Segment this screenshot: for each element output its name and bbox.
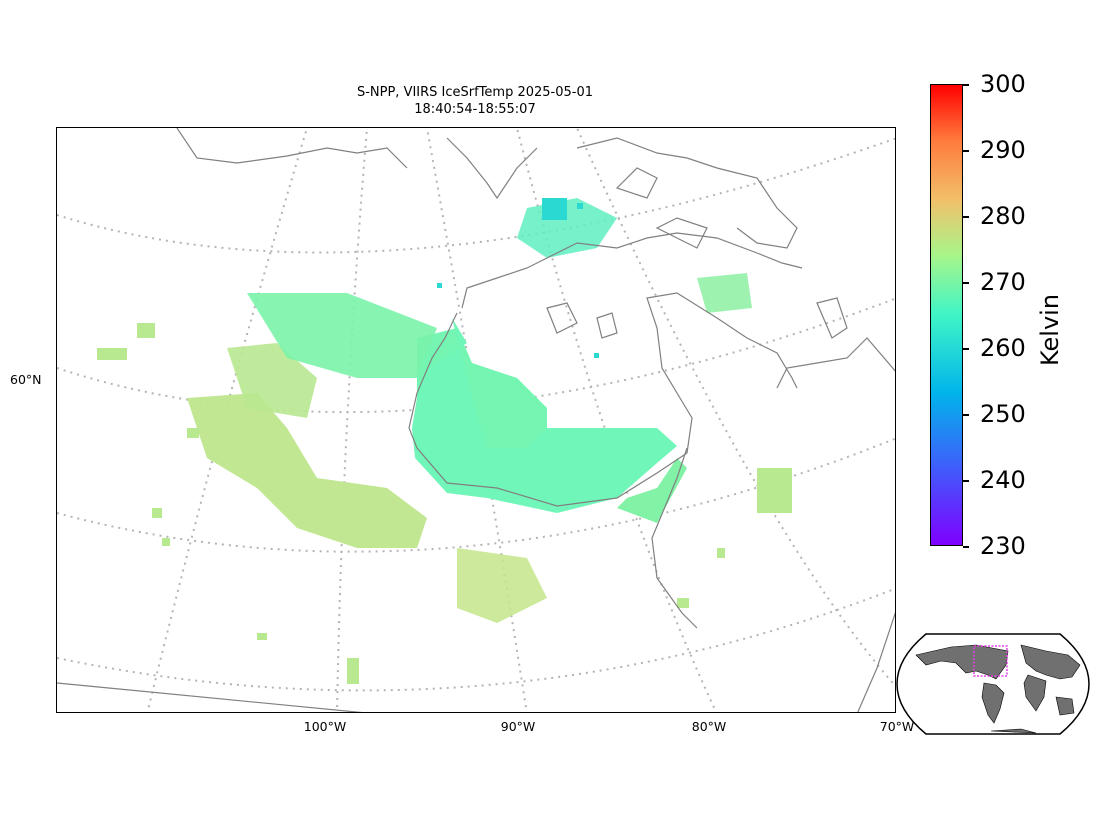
colorbar-label-230: 230 [980, 532, 1026, 560]
colorbar-tick [963, 84, 969, 86]
map-panel[interactable] [56, 127, 896, 713]
colorbar-tick [963, 546, 969, 548]
colorbar-tick [963, 150, 969, 152]
colorbar-label-280: 280 [980, 202, 1026, 230]
map-title-line2: 18:40:54-18:55:07 [414, 102, 536, 117]
map-title-line1: S-NPP, VIIRS IceSrfTemp 2025-05-01 [356, 85, 594, 100]
colorbar-tick [963, 480, 969, 482]
map-title: S-NPP, VIIRS IceSrfTemp 2025-05-01 18:40… [330, 84, 620, 118]
colorbar-label-240: 240 [980, 466, 1026, 494]
colorbar-label-300: 300 [980, 70, 1026, 98]
lon-label-100w: 100°W [303, 719, 347, 734]
lon-label-80w: 80°W [691, 719, 727, 734]
map-canvas [57, 128, 895, 712]
colorbar-tick [963, 348, 969, 350]
lon-label-70w: 70°W [879, 719, 915, 734]
colorbar [930, 84, 963, 546]
colorbar-label-290: 290 [980, 136, 1026, 164]
inset-landmasses [915, 644, 1081, 734]
colorbar-tick [963, 282, 969, 284]
colorbar-label-260: 260 [980, 334, 1026, 362]
colorbar-label-250: 250 [980, 400, 1026, 428]
lat-label-60n: 60°N [10, 372, 42, 387]
colorbar-title: Kelvin [1036, 293, 1064, 367]
temperature-swath [97, 198, 792, 684]
colorbar-label-270: 270 [980, 268, 1026, 296]
colorbar-tick [963, 216, 969, 218]
lon-label-90w: 90°W [500, 719, 536, 734]
coastlines [57, 128, 895, 712]
inset-globe-map [896, 633, 1090, 735]
colorbar-tick [963, 414, 969, 416]
